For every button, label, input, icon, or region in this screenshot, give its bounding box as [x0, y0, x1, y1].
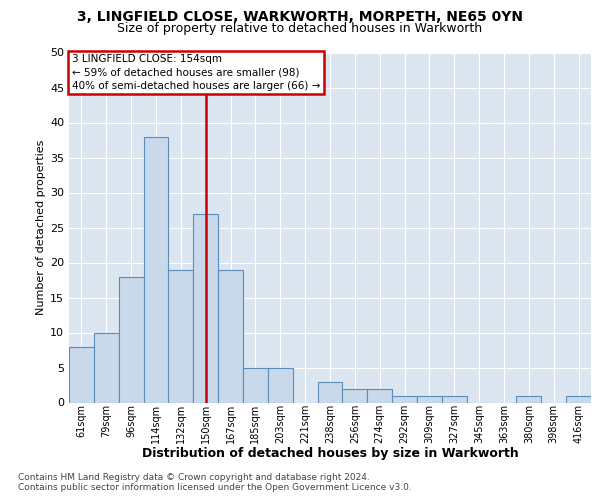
Bar [243, 368, 268, 402]
Bar [343, 388, 367, 402]
Bar [442, 396, 467, 402]
Bar [417, 396, 442, 402]
Text: Contains public sector information licensed under the Open Government Licence v3: Contains public sector information licen… [18, 484, 412, 492]
Text: Contains HM Land Registry data © Crown copyright and database right 2024.: Contains HM Land Registry data © Crown c… [18, 472, 370, 482]
Bar [94, 332, 119, 402]
Bar [119, 276, 143, 402]
Bar [566, 396, 591, 402]
Bar [517, 396, 541, 402]
Bar [169, 270, 193, 402]
Text: 3 LINGFIELD CLOSE: 154sqm
← 59% of detached houses are smaller (98)
40% of semi-: 3 LINGFIELD CLOSE: 154sqm ← 59% of detac… [71, 54, 320, 90]
Text: Size of property relative to detached houses in Warkworth: Size of property relative to detached ho… [118, 22, 482, 35]
Bar [218, 270, 243, 402]
Bar [143, 136, 169, 402]
Y-axis label: Number of detached properties: Number of detached properties [36, 140, 46, 315]
Bar [392, 396, 417, 402]
Bar [69, 346, 94, 403]
Text: 3, LINGFIELD CLOSE, WARKWORTH, MORPETH, NE65 0YN: 3, LINGFIELD CLOSE, WARKWORTH, MORPETH, … [77, 10, 523, 24]
Bar [367, 388, 392, 402]
Text: Distribution of detached houses by size in Warkworth: Distribution of detached houses by size … [142, 448, 518, 460]
Bar [268, 368, 293, 402]
Bar [193, 214, 218, 402]
Bar [317, 382, 343, 402]
